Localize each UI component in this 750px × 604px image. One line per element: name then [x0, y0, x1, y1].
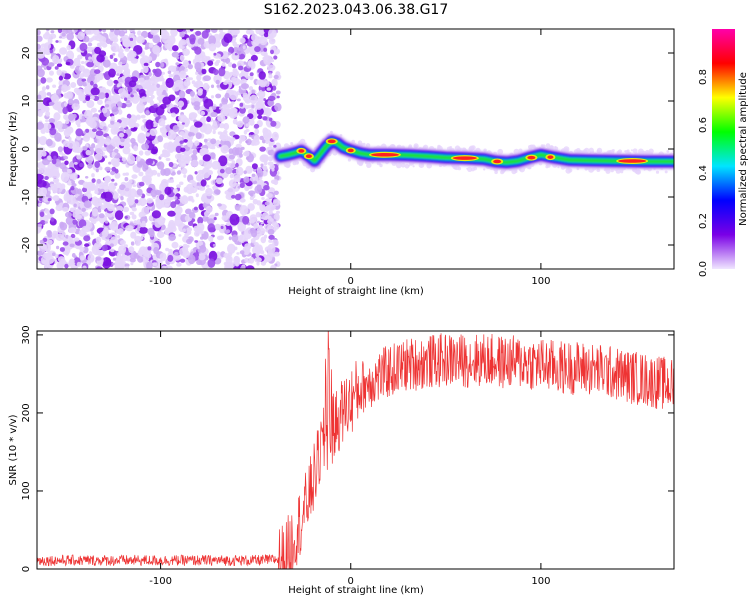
figure-title: S162.2023.043.06.38.G17 [264, 2, 449, 18]
ridge-hotspot-5 [452, 156, 477, 160]
colorbar-tick-label-0: 0.0 [698, 261, 709, 277]
ridge-hotspot-0 [298, 149, 305, 153]
spectrogram-y-tick-label-2: 0 [21, 146, 32, 152]
noise-region [37, 29, 282, 269]
spectrogram-plot-area [37, 29, 674, 269]
snr-axes: -100 0 100 0 100 200 300 [21, 325, 674, 587]
colorbar-tick-label-4: 0.8 [698, 69, 709, 85]
spectrogram-x-axis-label: Height of straight line (km) [288, 286, 424, 297]
spectrogram-x-tick-label-2: 100 [531, 276, 550, 287]
colorbar-tick-label-1: 0.2 [698, 213, 709, 229]
ridge-hotspot-6 [493, 159, 502, 164]
colorbar-gradient [712, 29, 735, 269]
ridge-hotspot-4 [370, 152, 399, 157]
snr-y-axis-label: SNR (10 * v/v) [8, 414, 19, 485]
colorbar-ticks: 0.0 0.2 0.4 0.6 0.8 [698, 69, 709, 277]
spectrogram-y-tick-label-0: -20 [21, 237, 32, 253]
spectrogram-x-tick-label-1: 0 [348, 276, 354, 287]
spectrogram-y-tick-label-1: -10 [21, 189, 32, 205]
snr-y-tick-label-2: 200 [21, 403, 32, 422]
snr-y-tick-label-3: 300 [21, 325, 32, 344]
ridge-hotspot-1 [305, 154, 312, 158]
ridge-hotspot-2 [327, 139, 336, 144]
snr-y-tick-label-0: 0 [21, 566, 32, 572]
snr-y-tick-label-1: 100 [21, 481, 32, 500]
ridge-hotspot-3 [347, 148, 354, 153]
snr-x-tick-label-0: -100 [149, 576, 172, 587]
colorbar-tick-label-2: 0.4 [698, 165, 709, 181]
colorbar-tick-label-3: 0.6 [698, 117, 709, 133]
snr-panel: -100 0 100 0 100 200 300 Height of straight li… [8, 325, 675, 596]
snr-x-tick-label-2: 100 [531, 576, 550, 587]
spectral-ridge [272, 130, 674, 175]
colorbar-label: Normalized spectral amplitude [738, 72, 749, 226]
snr-plot-area [37, 331, 674, 569]
ridge-hotspot-7 [527, 155, 536, 160]
ridge-hotspot-9 [618, 159, 647, 163]
spectrogram-y-tick-label-3: 10 [21, 95, 32, 108]
snr-x-tick-label-1: 0 [348, 576, 354, 587]
colorbar: 0.0 0.2 0.4 0.6 0.8 Normalized spectral ampl… [698, 29, 749, 277]
spectrogram-y-tick-label-4: 20 [21, 47, 32, 60]
ridge-hotspot-8 [547, 155, 554, 159]
spectrogram-y-axis-label: Frequency (Hz) [8, 111, 19, 187]
snr-series-line [37, 331, 674, 569]
spectrogram-x-tick-label-0: -100 [149, 276, 172, 287]
snr-x-axis-label: Height of straight line (km) [288, 585, 424, 596]
snr-frame [36, 330, 675, 570]
